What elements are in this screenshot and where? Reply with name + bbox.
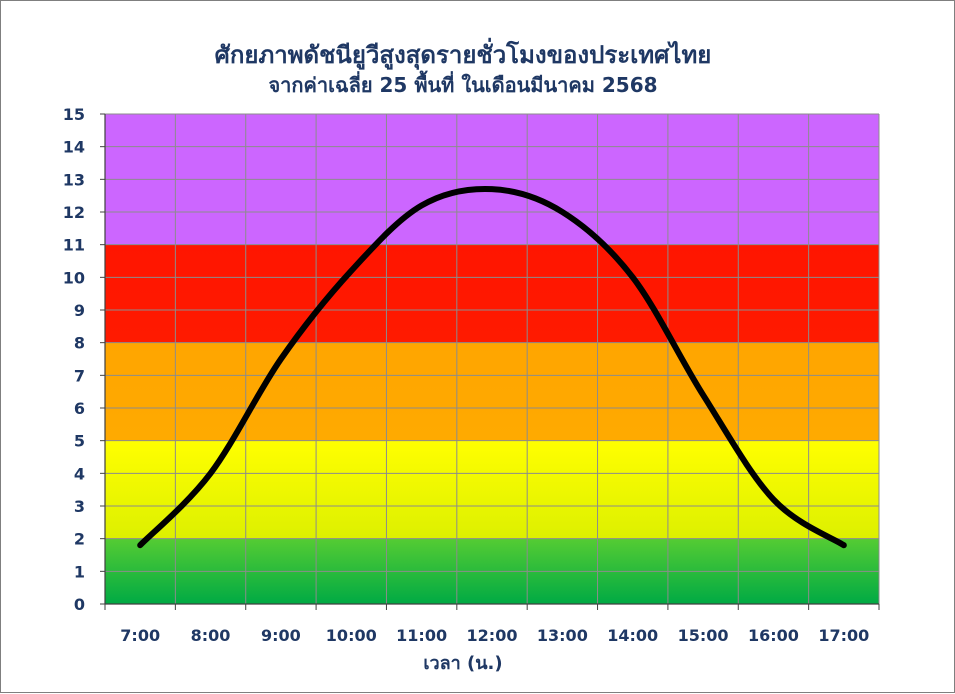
x-axis-label: เวลา (น.) (423, 653, 502, 674)
uv-data-point (770, 496, 776, 502)
x-tick-label: 13:00 (537, 626, 588, 645)
y-tick-label: 8 (74, 334, 85, 353)
y-tick-label: 0 (74, 595, 85, 614)
uv-data-point (700, 392, 706, 398)
uv-data-point (489, 186, 495, 192)
y-tick-label: 15 (63, 105, 85, 124)
x-tick-label: 17:00 (818, 626, 869, 645)
x-tick-label: 16:00 (748, 626, 799, 645)
uv-series-line (137, 185, 847, 549)
y-tick-label: 12 (63, 203, 85, 222)
axes (100, 113, 880, 610)
x-tick-label: 11:00 (396, 626, 447, 645)
y-tick-label: 7 (74, 366, 85, 385)
chart-title: ศักยภาพดัชนียูวีสูงสุดรายชั่วโมงของประเท… (215, 37, 712, 71)
x-tick-label: 15:00 (678, 626, 729, 645)
series-layer (137, 185, 847, 549)
x-tick-label: 12:00 (467, 626, 518, 645)
uv-band-2-5 (105, 440, 879, 539)
uv-data-point (419, 202, 425, 208)
y-tick-label: 9 (74, 301, 85, 320)
chart-subtitle: จากค่าเฉลี่ย 25 พื้นที่ ในเดือนมีนาคม 25… (268, 70, 657, 97)
uv-data-point (559, 209, 565, 215)
x-tick-label: 8:00 (191, 626, 231, 645)
uv-data-point (630, 274, 636, 280)
x-tick-label: 10:00 (326, 626, 377, 645)
uv-data-point (348, 268, 354, 274)
y-tick-label: 1 (74, 562, 85, 581)
y-tick-label: 13 (63, 170, 85, 189)
y-tick-label: 11 (63, 236, 85, 255)
y-tick-label: 2 (74, 530, 85, 549)
uv-data-point (278, 356, 284, 362)
x-tick-label: 7:00 (120, 626, 160, 645)
x-tick-label: 9:00 (261, 626, 301, 645)
y-tick-label: 14 (63, 138, 85, 157)
uv-data-point (841, 542, 847, 548)
uv-band-8-11 (105, 244, 879, 343)
y-tick-label: 10 (63, 268, 85, 287)
uv-data-point (208, 470, 214, 476)
uv-band-5-8 (105, 342, 879, 441)
y-tick-label: 6 (74, 399, 85, 418)
y-tick-label: 3 (74, 497, 85, 516)
uv-data-point (137, 542, 143, 548)
x-tick-label: 14:00 (607, 626, 658, 645)
y-tick-label: 4 (74, 464, 85, 483)
gridlines (104, 113, 880, 605)
y-tick-label: 5 (74, 432, 85, 451)
